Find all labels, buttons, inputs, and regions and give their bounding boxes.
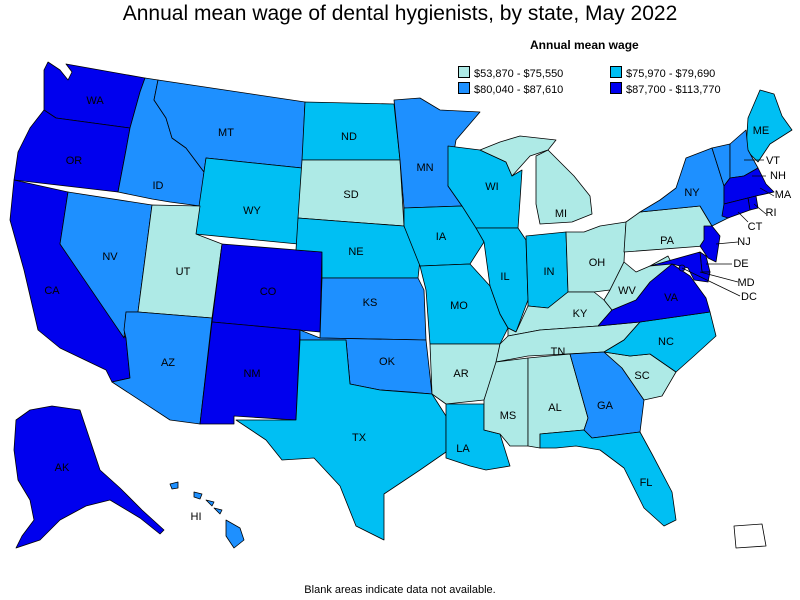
label-or: OR — [66, 155, 83, 167]
legend-item-tier-1: $53,870 - $75,550 — [458, 66, 563, 80]
label-id: ID — [153, 180, 164, 192]
label-nh: NH — [770, 170, 786, 182]
label-me: ME — [753, 125, 770, 137]
label-nv: NV — [102, 251, 118, 263]
map-title: Annual mean wage of dental hygienists, b… — [122, 2, 678, 25]
label-hi: HI — [191, 511, 202, 523]
label-wa: WA — [86, 95, 104, 107]
label-mt: MT — [218, 127, 234, 139]
label-ma: MA — [775, 189, 792, 201]
label-mn: MN — [416, 162, 433, 174]
label-tn: TN — [551, 346, 566, 358]
state-ak[interactable] — [13, 405, 165, 549]
label-wi: WI — [485, 181, 498, 193]
legend-swatch — [610, 66, 622, 78]
label-ny: NY — [684, 187, 700, 199]
state-mi[interactable] — [535, 149, 593, 225]
legend-label: $53,870 - $75,550 — [474, 68, 564, 80]
label-sd: SD — [343, 189, 358, 201]
label-in: IN — [544, 266, 555, 278]
label-ak: AK — [55, 462, 70, 474]
label-ga: GA — [597, 400, 614, 412]
label-tx: TX — [352, 432, 367, 444]
label-ct: CT — [748, 221, 763, 233]
label-az: AZ — [161, 357, 175, 369]
legend-item-tier-3: $80,040 - $87,610 — [458, 82, 563, 96]
label-dc: DC — [741, 291, 757, 303]
state-ks[interactable] — [319, 277, 427, 341]
label-ky: KY — [573, 308, 588, 320]
legend-swatch — [610, 82, 622, 94]
label-pa: PA — [660, 235, 675, 247]
label-va: VA — [664, 292, 679, 304]
label-mo: MO — [450, 300, 468, 312]
leader-lines — [681, 159, 775, 297]
legend-swatch — [458, 82, 470, 94]
label-vt: VT — [766, 155, 780, 167]
label-ri: RI — [766, 207, 777, 219]
label-fl: FL — [640, 477, 653, 489]
label-ia: IA — [436, 231, 447, 243]
legend-label: $80,040 - $87,610 — [474, 84, 564, 96]
label-la: LA — [456, 443, 470, 455]
label-al: AL — [548, 402, 561, 414]
legend-swatch — [458, 66, 470, 78]
label-ca: CA — [44, 285, 60, 297]
label-ne: NE — [348, 246, 363, 258]
state-wy[interactable] — [194, 157, 303, 245]
label-ar: AR — [453, 368, 468, 380]
label-ok: OK — [379, 356, 396, 368]
state-fl[interactable] — [539, 429, 677, 527]
state-hi[interactable] — [169, 481, 245, 549]
legend-label: $75,970 - $79,690 — [626, 68, 716, 80]
label-oh: OH — [589, 257, 606, 269]
label-mi: MI — [555, 208, 567, 220]
legend-label: $87,700 - $113,770 — [626, 84, 721, 96]
footnote: Blank areas indicate data not available. — [304, 584, 496, 596]
legend-item-tier-4: $87,700 - $113,770 — [610, 82, 721, 96]
state-nj[interactable] — [699, 225, 721, 263]
label-co: CO — [260, 286, 277, 298]
label-nj: NJ — [737, 236, 750, 248]
state-tx[interactable] — [235, 339, 447, 541]
legend-title: Annual mean wage — [530, 38, 639, 52]
legend: Annual mean wage $53,870 - $75,550 $75,9… — [450, 36, 770, 100]
label-sc: SC — [634, 370, 649, 382]
state-ct[interactable] — [721, 197, 751, 219]
label-wy: WY — [243, 205, 261, 217]
label-ut: UT — [176, 266, 191, 278]
us-map: WA OR CA ID NV MT WY UT AZ CO NM ND SD N… — [9, 61, 793, 549]
state-mi-upper[interactable] — [479, 135, 557, 177]
label-ms: MS — [500, 410, 517, 422]
label-md: MD — [737, 277, 754, 289]
label-de: DE — [733, 258, 748, 270]
label-il: IL — [500, 271, 509, 283]
label-nc: NC — [658, 336, 674, 348]
state-pr[interactable] — [733, 523, 767, 549]
label-nm: NM — [243, 368, 260, 380]
label-wv: WV — [618, 285, 636, 297]
legend-item-tier-2: $75,970 - $79,690 — [610, 66, 715, 80]
label-nd: ND — [341, 131, 357, 143]
state-labels: WA OR CA ID NV MT WY UT AZ CO NM ND SD N… — [44, 95, 792, 523]
label-ks: KS — [363, 297, 378, 309]
